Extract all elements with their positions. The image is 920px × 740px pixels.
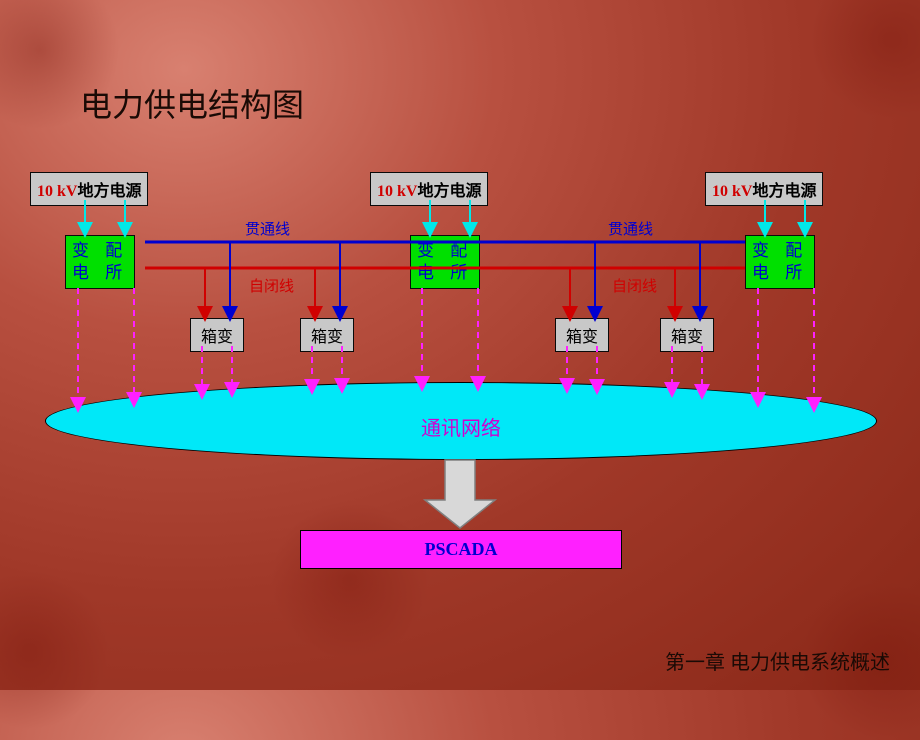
box-transformer-1: 箱变 — [190, 318, 244, 352]
comm-network-ellipse: 通讯网络 — [45, 382, 877, 460]
pscada-box: PSCADA — [300, 530, 622, 569]
substation-3: 变 配电 所 — [745, 235, 815, 289]
self-close-line-label-1: 自闭线 — [249, 275, 294, 296]
power-source-3: 10 kV地方电源 — [705, 172, 823, 206]
box-transformer-4: 箱变 — [660, 318, 714, 352]
through-line-label-2: 贯通线 — [608, 218, 653, 239]
power-source-2: 10 kV地方电源 — [370, 172, 488, 206]
box-transformer-3: 箱变 — [555, 318, 609, 352]
comm-network-label: 通讯网络 — [421, 418, 501, 440]
substation-1: 变 配电 所 — [65, 235, 135, 289]
power-source-1: 10 kV地方电源 — [30, 172, 148, 206]
through-line-label-1: 贯通线 — [245, 218, 290, 239]
box-transformer-2: 箱变 — [300, 318, 354, 352]
diagram-title: 电力供电结构图 — [80, 80, 304, 126]
chapter-footer: 第一章 电力供电系统概述 — [665, 646, 890, 675]
substation-2: 变 配电 所 — [410, 235, 480, 289]
self-close-line-label-2: 自闭线 — [612, 275, 657, 296]
